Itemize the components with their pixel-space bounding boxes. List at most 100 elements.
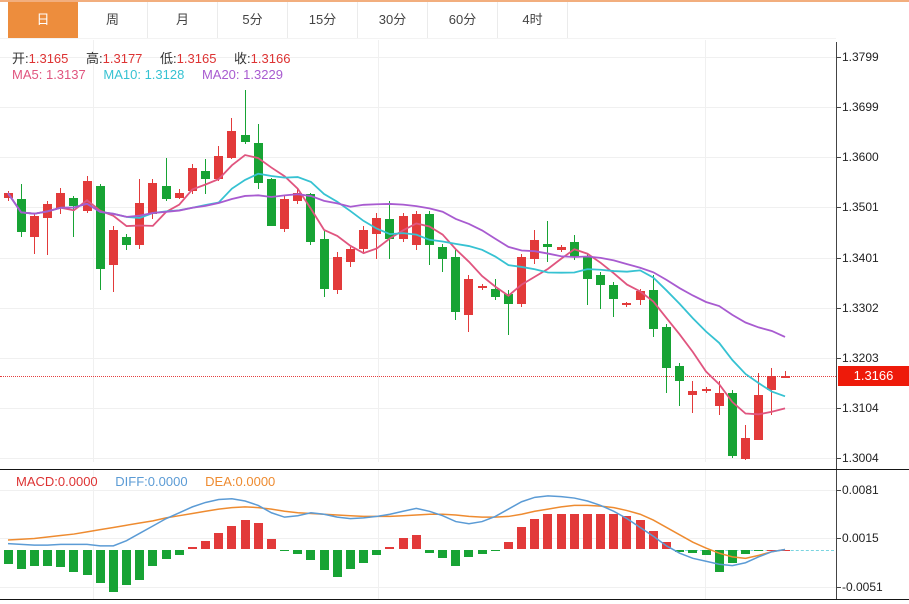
gridline-vertical [93, 40, 94, 462]
candle-body [319, 238, 329, 290]
macd-histogram-bar [648, 531, 658, 550]
ohlc-readout: 开:1.3165 高:1.3177 低:1.3165 收:1.3166 [12, 48, 304, 67]
candle-body [174, 193, 184, 199]
tab-4hour[interactable]: 4时 [498, 2, 568, 38]
macd-histogram-bar [424, 549, 434, 554]
gridline-horizontal [0, 308, 836, 309]
candle-wick [507, 290, 509, 336]
candle-body [345, 248, 355, 262]
close-readout: 收:1.3166 [234, 51, 291, 66]
macd-histogram-bar [108, 549, 118, 593]
candle-body [780, 376, 790, 379]
candle-body [582, 256, 592, 279]
gridline-horizontal [0, 458, 836, 459]
candle-body [69, 198, 79, 207]
candle-body [214, 155, 224, 180]
main-chart-plot[interactable] [0, 40, 836, 462]
candle-body [122, 236, 132, 245]
tab-15min[interactable]: 15分 [288, 2, 358, 38]
macd-histogram-bar [582, 514, 592, 550]
gridline-horizontal [0, 587, 836, 588]
macd-histogram-bar [214, 533, 224, 550]
gridline-horizontal [0, 490, 836, 491]
macd-histogram-bar [56, 549, 66, 568]
macd-histogram-bar [556, 514, 566, 550]
macd-value-readout: MACD:0.0000 [16, 474, 98, 489]
y-axis-tick-label: 1.3302 [842, 301, 879, 315]
y-axis-tick [836, 408, 841, 409]
ma20-readout: MA20: 1.3229 [201, 67, 283, 82]
candle-body [464, 278, 474, 316]
macd-histogram-bar [609, 514, 619, 550]
dea-value-readout: DEA:0.0000 [205, 474, 276, 489]
macd-histogram-bar [411, 534, 421, 550]
ma20-line [7, 192, 786, 338]
macd-histogram-bar [372, 549, 382, 556]
tab-60min[interactable]: 60分 [428, 2, 498, 38]
macd-histogram-bar [477, 549, 487, 554]
candle-body [675, 365, 685, 381]
y-axis-tick-label: 1.3600 [842, 150, 879, 164]
macd-axis-tick [836, 587, 841, 588]
macd-histogram-bar [569, 514, 579, 550]
candle-body [398, 216, 408, 239]
candle-body [385, 219, 395, 239]
y-axis-tick [836, 458, 841, 459]
candle-wick [600, 271, 602, 310]
gridline-horizontal [0, 57, 836, 58]
high-readout: 高:1.3177 [86, 51, 143, 66]
candle-body [161, 186, 171, 200]
gridline-vertical [378, 470, 379, 599]
macd-axis-tick-label: 0.0015 [842, 531, 879, 545]
macd-histogram-bar [3, 549, 13, 565]
top-accent-strip [0, 0, 909, 2]
macd-histogram-bar [122, 549, 132, 585]
gridline-horizontal [0, 207, 836, 208]
macd-histogram-bar [266, 539, 276, 550]
candle-body [108, 229, 118, 265]
macd-histogram-bar [161, 549, 171, 560]
candle-wick [547, 221, 549, 262]
macd-histogram-bar [490, 549, 500, 551]
tab-30min[interactable]: 30分 [358, 2, 428, 38]
y-axis-tick-label: 1.3004 [842, 451, 879, 465]
candle-wick [244, 90, 246, 144]
gridline-vertical [705, 470, 706, 599]
gridline-horizontal [0, 107, 836, 108]
tab-day[interactable]: 日 [8, 2, 78, 38]
candle-body [754, 394, 764, 441]
candle-body [56, 193, 66, 209]
y-axis-tick-label: 1.3799 [842, 50, 879, 64]
macd-axis-tick-label: 0.0081 [842, 483, 879, 497]
candle-body [424, 214, 434, 245]
candle-wick [73, 196, 75, 237]
y-axis-tick-label: 1.3501 [842, 200, 879, 214]
tab-week[interactable]: 周 [78, 2, 148, 38]
candle-body [727, 392, 737, 457]
tab-month[interactable]: 月 [148, 2, 218, 38]
candle-body [306, 194, 316, 242]
macd-histogram-bar [69, 549, 79, 573]
candle-body [596, 274, 606, 285]
candle-body [609, 284, 619, 300]
macd-plot[interactable] [0, 470, 836, 599]
macd-histogram-bar [29, 549, 39, 566]
y-axis-tick [836, 157, 841, 158]
tab-5min[interactable]: 5分 [218, 2, 288, 38]
macd-histogram-bar [622, 515, 632, 550]
macd-axis-tick [836, 538, 841, 539]
macd-histogram-bar [16, 549, 26, 570]
gridline-horizontal [0, 358, 836, 359]
ma5-readout: MA5: 1.3137 [12, 67, 86, 82]
macd-histogram-bar [345, 549, 355, 569]
panel-separator-bottom [0, 599, 909, 600]
diff-value-readout: DIFF:0.0000 [115, 474, 188, 489]
gridline-horizontal [0, 157, 836, 158]
macd-histogram-bar [767, 549, 777, 551]
macd-histogram-bar [635, 520, 645, 550]
candle-body [82, 181, 92, 212]
ma10-readout: MA10: 1.3128 [103, 67, 185, 82]
macd-histogram-bar [332, 549, 342, 578]
last-price-badge: 1.3166 [838, 366, 909, 386]
